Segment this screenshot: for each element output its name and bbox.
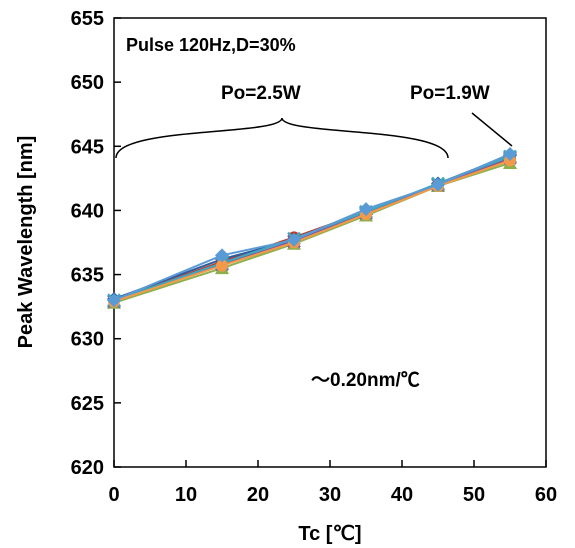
y-tick-label: 620 <box>71 457 104 479</box>
x-tick-label: 30 <box>319 484 341 506</box>
x-tick-label: 50 <box>463 484 485 506</box>
data-point <box>431 177 445 192</box>
series-line-6 <box>113 159 511 303</box>
series-layer <box>107 146 517 309</box>
y-tick-label: 645 <box>71 136 104 158</box>
plot-area <box>113 17 547 468</box>
y-tick-label: 650 <box>71 72 104 94</box>
x-tick-label: 0 <box>108 484 119 506</box>
power-annotation-2-5w: Po=2.5W <box>221 83 301 104</box>
y-axis: 620 625 630 635 640 645 650 655 <box>71 8 121 479</box>
pointer-1-9w <box>471 112 513 147</box>
y-tick-label: 655 <box>71 8 104 30</box>
data-point <box>503 146 517 161</box>
data-point <box>359 202 373 217</box>
y-tick-label: 635 <box>71 265 104 287</box>
y-axis-title: Peak Wavelength [nm] <box>15 136 37 349</box>
y-tick-label: 630 <box>71 329 104 351</box>
slope-annotation: ～0.20nm/℃ <box>311 370 420 391</box>
x-axis: 0 10 20 30 40 50 60 <box>108 460 557 506</box>
data-point <box>215 248 229 263</box>
condition-annotation: Pulse 120Hz,D=30% <box>126 35 296 55</box>
power-annotation-1-9w: Po=1.9W <box>410 83 490 104</box>
x-tick-label: 40 <box>391 484 413 506</box>
x-tick-label: 60 <box>535 484 557 506</box>
y-tick-label: 640 <box>71 200 104 222</box>
x-tick-label: 10 <box>175 484 197 506</box>
data-point <box>287 232 301 247</box>
data-point <box>107 293 121 308</box>
bracket-2-5w <box>115 117 449 159</box>
y-tick-label: 625 <box>71 393 104 415</box>
x-tick-label: 20 <box>247 484 269 506</box>
x-axis-title: Tc [℃] <box>298 523 361 545</box>
series-line-7 <box>113 153 511 302</box>
data-point <box>216 259 228 272</box>
